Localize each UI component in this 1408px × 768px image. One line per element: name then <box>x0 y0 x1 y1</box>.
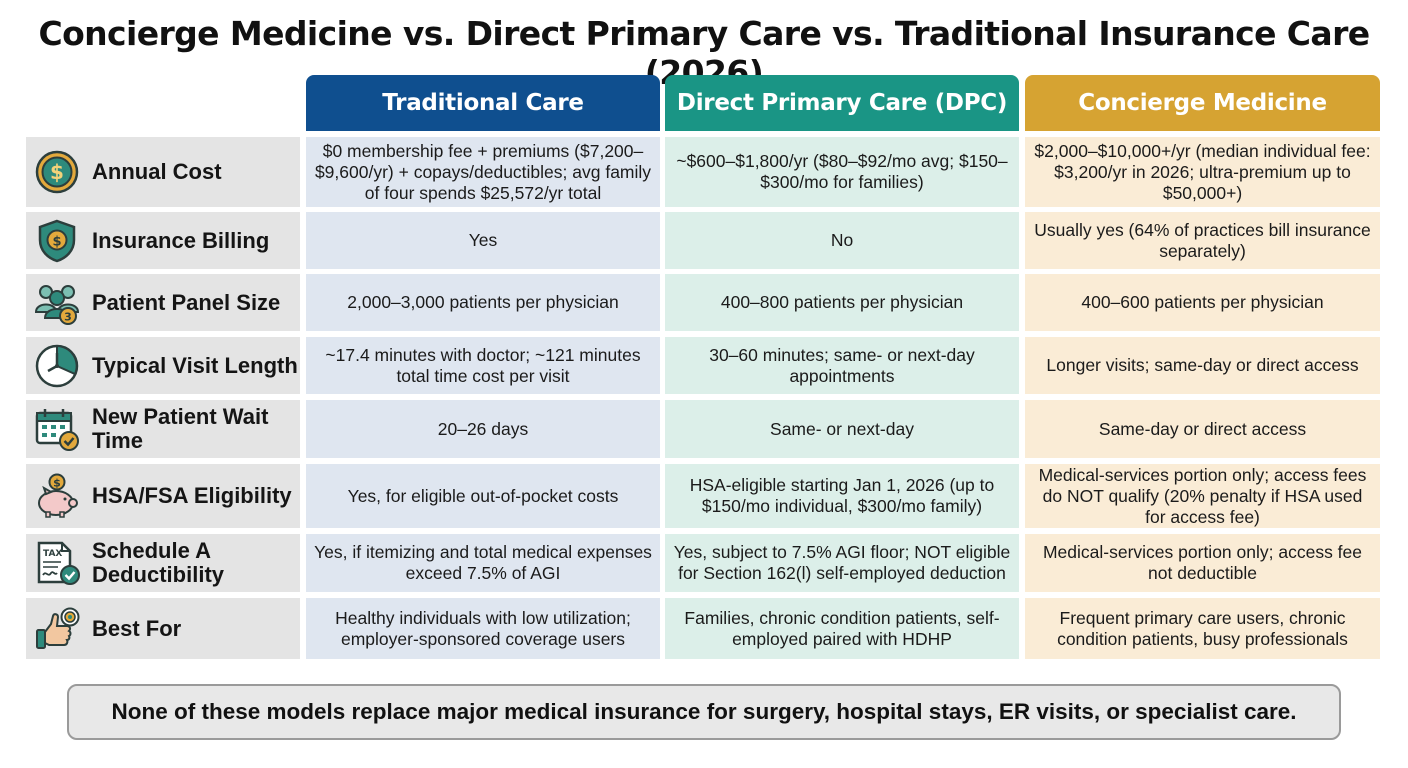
svg-text:$: $ <box>52 234 61 249</box>
shield-dollar-icon: $ <box>34 218 80 264</box>
svg-text:TAX: TAX <box>43 549 62 559</box>
cell-dpc-hsa-fsa: HSA-eligible starting Jan 1, 2026 (up to… <box>665 464 1019 528</box>
cell-concierge-schedule-a: Medical-services portion only; access fe… <box>1025 534 1380 592</box>
tax-document-icon: TAX <box>34 540 80 586</box>
row-label-patient-panel-size: 3 Patient Panel Size <box>26 274 300 331</box>
row-label-annual-cost: $ Annual Cost <box>26 137 300 207</box>
cell-traditional-insurance-billing: Yes <box>306 212 660 269</box>
calendar-check-icon <box>34 406 80 452</box>
column-header-concierge: Concierge Medicine <box>1025 75 1380 131</box>
row-label-schedule-a-deductibility: TAX Schedule A Deductibility <box>26 534 300 592</box>
row-label-text: Insurance Billing <box>92 227 270 253</box>
row-label-text: Best For <box>92 615 182 641</box>
row-label-text: Annual Cost <box>92 159 222 184</box>
row-label-best-for: Best For <box>26 598 300 659</box>
cell-traditional-visit-length: ~17.4 minutes with doctor; ~121 minutes … <box>306 337 660 394</box>
cell-traditional-best-for: Healthy individuals with low utilization… <box>306 598 660 659</box>
svg-text:$: $ <box>53 477 61 490</box>
cell-concierge-best-for: Frequent primary care users, chronic con… <box>1025 598 1380 659</box>
thumbs-up-target-icon <box>34 606 80 652</box>
cell-dpc-wait-time: Same- or next-day <box>665 400 1019 458</box>
row-label-hsa-fsa-eligibility: $ HSA/FSA Eligibility <box>26 464 300 528</box>
dollar-coin-icon: $ <box>34 149 80 195</box>
cell-dpc-patient-panel-size: 400–800 patients per physician <box>665 274 1019 331</box>
column-header-traditional: Traditional Care <box>306 75 660 131</box>
row-label-text: Typical Visit Length <box>92 352 298 378</box>
cell-traditional-schedule-a: Yes, if itemizing and total medical expe… <box>306 534 660 592</box>
cell-traditional-patient-panel-size: 2,000–3,000 patients per physician <box>306 274 660 331</box>
cell-traditional-annual-cost: $0 membership fee + premiums ($7,200–$9,… <box>306 137 660 207</box>
clock-icon <box>34 343 80 389</box>
cell-concierge-insurance-billing: Usually yes (64% of practices bill insur… <box>1025 212 1380 269</box>
row-label-typical-visit-length: Typical Visit Length <box>26 337 300 394</box>
cell-dpc-schedule-a: Yes, subject to 7.5% AGI floor; NOT elig… <box>665 534 1019 592</box>
cell-concierge-hsa-fsa: Medical-services portion only; access fe… <box>1025 464 1380 528</box>
patient-group-icon: 3 <box>34 280 80 326</box>
cell-dpc-insurance-billing: No <box>665 212 1019 269</box>
cell-traditional-wait-time: 20–26 days <box>306 400 660 458</box>
cell-dpc-best-for: Families, chronic condition patients, se… <box>665 598 1019 659</box>
row-label-insurance-billing: $ Insurance Billing <box>26 212 300 269</box>
page-title: Concierge Medicine vs. Direct Primary Ca… <box>38 14 1370 92</box>
svg-text:3: 3 <box>64 310 72 323</box>
cell-traditional-hsa-fsa: Yes, for eligible out-of-pocket costs <box>306 464 660 528</box>
cell-dpc-visit-length: 30–60 minutes; same- or next-day appoint… <box>665 337 1019 394</box>
cell-concierge-annual-cost: $2,000–$10,000+/yr (median individual fe… <box>1025 137 1380 207</box>
row-label-new-patient-wait-time: New Patient Wait Time <box>26 400 300 458</box>
cell-concierge-visit-length: Longer visits; same-day or direct access <box>1025 337 1380 394</box>
row-label-text: Patient Panel Size <box>92 289 281 315</box>
row-label-text: New Patient Wait Time <box>92 404 269 453</box>
piggy-bank-icon: $ <box>34 473 80 519</box>
cell-dpc-annual-cost: ~$600–$1,800/yr ($80–$92/mo avg; $150–$3… <box>665 137 1019 207</box>
column-header-dpc: Direct Primary Care (DPC) <box>665 75 1019 131</box>
row-label-text: HSA/FSA Eligibility <box>92 483 292 508</box>
cell-concierge-patient-panel-size: 400–600 patients per physician <box>1025 274 1380 331</box>
row-label-text: Schedule A Deductibility <box>92 538 225 587</box>
svg-text:$: $ <box>50 160 64 184</box>
footer-disclaimer: None of these models replace major medic… <box>67 684 1341 740</box>
cell-concierge-wait-time: Same-day or direct access <box>1025 400 1380 458</box>
